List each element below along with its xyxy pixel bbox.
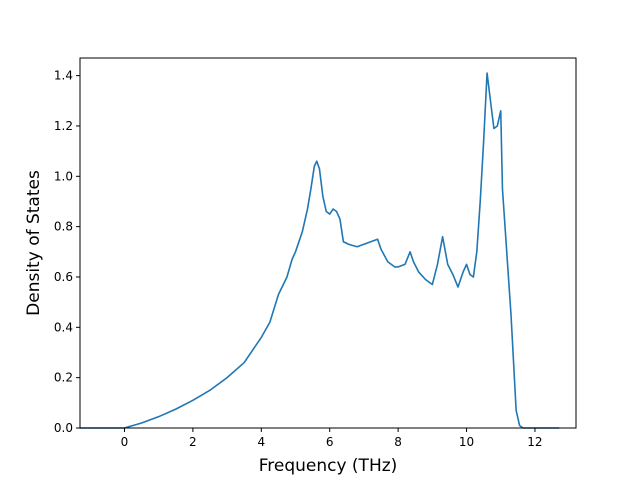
- x-tick-label: 10: [459, 435, 474, 449]
- y-tick-label: 1.2: [54, 119, 73, 133]
- x-tick-label: 8: [394, 435, 402, 449]
- y-tick-label: 1.4: [54, 69, 73, 83]
- x-tick-label: 6: [326, 435, 334, 449]
- y-tick-label: 0.0: [54, 421, 73, 435]
- x-axis: 0 2 4 6 8 10 12: [121, 428, 543, 449]
- x-tick-label: 0: [121, 435, 129, 449]
- x-tick-label: 2: [189, 435, 197, 449]
- y-tick-label: 0.2: [54, 371, 73, 385]
- y-axis: 0.0 0.2 0.4 0.6 0.8 1.0 1.2 1.4: [54, 69, 80, 435]
- y-tick-label: 1.0: [54, 169, 73, 183]
- plot-area: [79, 72, 560, 429]
- x-axis-label: Frequency (THz): [259, 456, 398, 476]
- dos-series-line-0: [79, 72, 560, 429]
- plot-frame: [79, 57, 577, 429]
- y-tick-label: 0.4: [54, 320, 73, 334]
- y-tick-label: 0.6: [54, 270, 73, 284]
- x-tick-label: 12: [527, 435, 542, 449]
- y-tick-label: 0.8: [54, 220, 73, 234]
- y-axis-label: Density of States: [24, 170, 44, 316]
- x-tick-label: 4: [257, 435, 265, 449]
